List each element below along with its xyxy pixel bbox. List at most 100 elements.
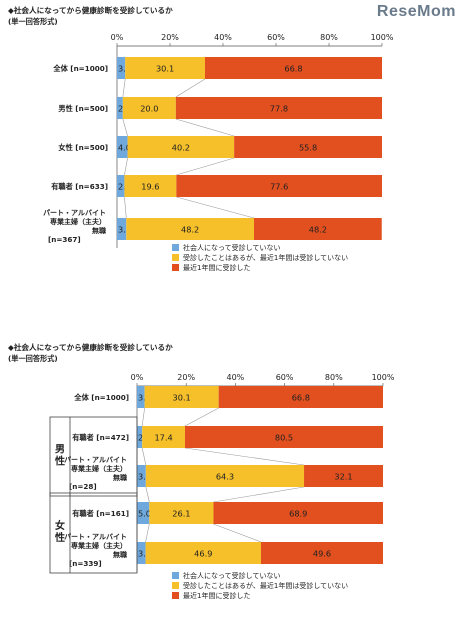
connector-line [176, 157, 235, 176]
bar-segment [137, 502, 150, 524]
x-tick-label: 0% [111, 33, 124, 42]
data-label: 49.6 [313, 549, 331, 559]
chart-subtitle: (単一回答形式) [8, 354, 58, 363]
bar-segment [204, 57, 382, 79]
category-label: 無職 [113, 473, 127, 482]
bar-segment [175, 97, 382, 119]
legend-swatch [172, 254, 179, 261]
x-tick-label: 20% [177, 373, 195, 382]
category-label: 有職者 [n=633] [51, 182, 108, 191]
category-label: パート・アルバイト [64, 455, 127, 464]
x-tick-label: 40% [214, 33, 232, 42]
connector-line [141, 407, 145, 427]
legend-swatch [172, 582, 179, 589]
connector-line [122, 78, 126, 98]
data-label: 17.4 [154, 433, 172, 443]
legend-swatch [172, 592, 179, 599]
x-tick-label: 100% [372, 373, 395, 382]
bar-segment [122, 97, 176, 119]
bar-segment [117, 136, 128, 158]
legend-label: 社会人になって受診していない [183, 571, 280, 580]
category-label: 専業主婦（主夫） [50, 217, 106, 226]
bar-segment [234, 136, 382, 158]
data-label: 3.1 [118, 64, 131, 74]
connector-line [213, 486, 305, 503]
x-tick-label: 60% [267, 33, 285, 42]
bar-segment [260, 542, 383, 564]
category-label: 男性 [n=500] [57, 104, 108, 113]
bar-segment [145, 465, 305, 487]
group-label: 性 [54, 455, 65, 468]
legend-swatch [172, 244, 179, 251]
bar-segment [117, 218, 127, 240]
data-label: 30.1 [156, 64, 174, 74]
data-label: 3.5 [118, 225, 131, 235]
bar-segment [137, 426, 143, 448]
category-label: 無職 [113, 550, 127, 559]
group-box [49, 492, 138, 574]
bar-segment [304, 465, 383, 487]
connector-line [175, 118, 235, 137]
legend-swatch [172, 264, 179, 271]
x-tick-label: 80% [325, 373, 343, 382]
category-label: 女性 [n=500] [58, 143, 108, 152]
bar-segment [137, 542, 146, 564]
group-label: 性 [54, 531, 65, 544]
resemom-logo[interactable]: ReseMom [376, 3, 456, 20]
data-label: 19.6 [141, 182, 159, 192]
category-label: 有職者 [n=472] [72, 433, 129, 442]
connector-line [175, 78, 206, 98]
bar-segment [137, 386, 145, 408]
category-n-label: [n=367] [48, 235, 81, 244]
bar-segment [137, 465, 146, 487]
connector-line [176, 196, 255, 219]
data-label: 30.1 [173, 393, 191, 403]
category-label: 無職 [92, 226, 106, 235]
category-n-label: [n=28] [69, 482, 97, 491]
category-label: 全体 [n=1000] [52, 64, 108, 73]
data-label: 32.1 [334, 472, 352, 482]
data-label: 55.8 [299, 143, 317, 153]
bar-segment [117, 57, 126, 79]
x-tick-label: 80% [320, 33, 338, 42]
data-label: 3.6 [138, 472, 151, 482]
chart-subtitle: (単一回答形式) [8, 17, 58, 26]
chart-title: ◆社会人になってから健康診断を受診しているか [8, 5, 173, 15]
bar-segment [142, 426, 185, 448]
category-label: 有職者 [n=161] [72, 509, 129, 518]
data-label: 3.1 [138, 393, 151, 403]
data-label: 68.9 [289, 509, 307, 519]
category-label: パート・アルバイト [64, 532, 127, 541]
legend-label: 受診したことはあるが、最近1年間は受診していない [183, 581, 348, 590]
data-label: 46.9 [194, 549, 212, 559]
x-tick-label: 60% [276, 373, 294, 382]
data-label: 40.2 [172, 143, 190, 153]
connector-line [184, 407, 219, 427]
x-tick-label: 0% [131, 373, 144, 382]
connector-line [145, 486, 150, 503]
data-label: 4.0 [118, 143, 131, 153]
bar-segment [149, 502, 214, 524]
legend-label: 最近1年間に受診した [183, 263, 250, 272]
data-label: 48.2 [309, 225, 327, 235]
connector-line [145, 523, 150, 543]
data-label: 3.5 [138, 549, 151, 559]
data-label: 48.2 [181, 225, 199, 235]
connector-line [141, 447, 147, 466]
bar-segment [176, 175, 382, 197]
chart-title: ◆社会人になってから健康診断を受診しているか [8, 342, 173, 352]
category-label: 専業主婦（主夫） [71, 541, 127, 550]
bar-segment [145, 542, 261, 564]
data-label: 26.1 [172, 509, 190, 519]
group-label: 男 [55, 444, 65, 456]
bar-segment [127, 136, 235, 158]
bar-segment [125, 57, 205, 79]
group-box [49, 416, 138, 497]
bar-segment [254, 218, 382, 240]
bar-segment [117, 175, 125, 197]
connector-line [184, 447, 305, 466]
connector-line [124, 157, 128, 176]
bar-segment [117, 97, 123, 119]
category-label: パート・アルバイト [43, 208, 106, 217]
